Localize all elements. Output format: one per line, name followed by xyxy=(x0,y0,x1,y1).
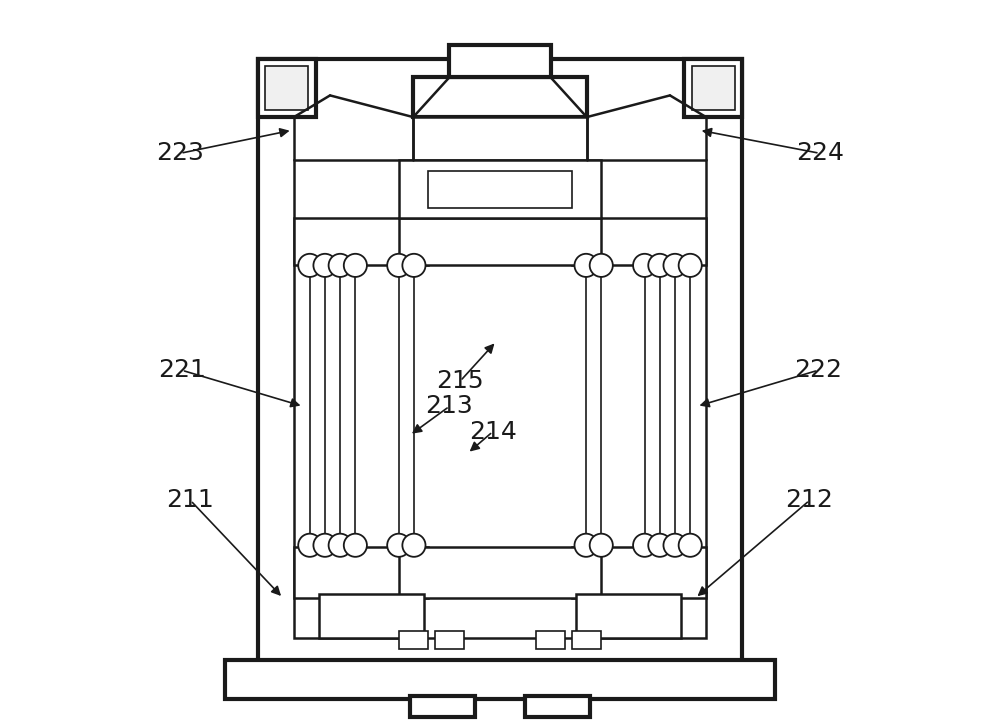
Circle shape xyxy=(313,534,337,557)
Circle shape xyxy=(679,534,702,557)
Bar xyxy=(428,171,572,208)
Circle shape xyxy=(663,254,687,277)
Circle shape xyxy=(633,254,656,277)
Bar xyxy=(399,547,601,598)
Bar xyxy=(265,67,308,110)
Text: 221: 221 xyxy=(158,358,206,382)
Bar xyxy=(435,631,464,648)
Bar xyxy=(399,631,428,648)
Circle shape xyxy=(344,534,367,557)
Bar xyxy=(572,631,601,648)
Text: 211: 211 xyxy=(167,489,214,513)
Text: 212: 212 xyxy=(786,489,833,513)
Bar xyxy=(294,547,428,598)
Circle shape xyxy=(344,254,367,277)
Bar xyxy=(258,60,742,666)
Text: 224: 224 xyxy=(796,142,844,166)
Circle shape xyxy=(313,254,337,277)
Circle shape xyxy=(679,254,702,277)
Circle shape xyxy=(648,254,671,277)
Bar xyxy=(536,631,565,648)
Bar xyxy=(319,595,424,638)
Circle shape xyxy=(574,254,598,277)
Text: 222: 222 xyxy=(794,358,842,382)
Circle shape xyxy=(387,534,410,557)
Bar xyxy=(572,547,706,598)
Circle shape xyxy=(298,254,321,277)
Circle shape xyxy=(402,534,426,557)
Text: 223: 223 xyxy=(156,142,204,166)
Bar xyxy=(572,219,706,266)
Circle shape xyxy=(298,534,321,557)
Bar xyxy=(449,45,551,78)
Circle shape xyxy=(329,254,352,277)
Circle shape xyxy=(633,534,656,557)
Bar xyxy=(525,696,590,717)
Circle shape xyxy=(663,534,687,557)
Bar xyxy=(258,60,316,117)
Circle shape xyxy=(648,534,671,557)
Circle shape xyxy=(329,534,352,557)
Bar xyxy=(399,160,601,219)
Bar xyxy=(399,219,601,266)
Text: 214: 214 xyxy=(469,420,517,444)
Bar xyxy=(692,67,735,110)
Bar xyxy=(294,160,706,638)
Bar xyxy=(576,595,681,638)
Bar xyxy=(225,659,775,699)
Circle shape xyxy=(590,534,613,557)
Circle shape xyxy=(402,254,426,277)
Bar xyxy=(684,60,742,117)
Text: 213: 213 xyxy=(425,394,473,418)
Circle shape xyxy=(387,254,410,277)
Bar xyxy=(413,78,587,117)
Bar xyxy=(413,117,587,160)
Text: 215: 215 xyxy=(436,369,484,393)
Bar xyxy=(294,219,428,266)
Bar xyxy=(410,696,475,717)
Circle shape xyxy=(574,534,598,557)
Circle shape xyxy=(590,254,613,277)
